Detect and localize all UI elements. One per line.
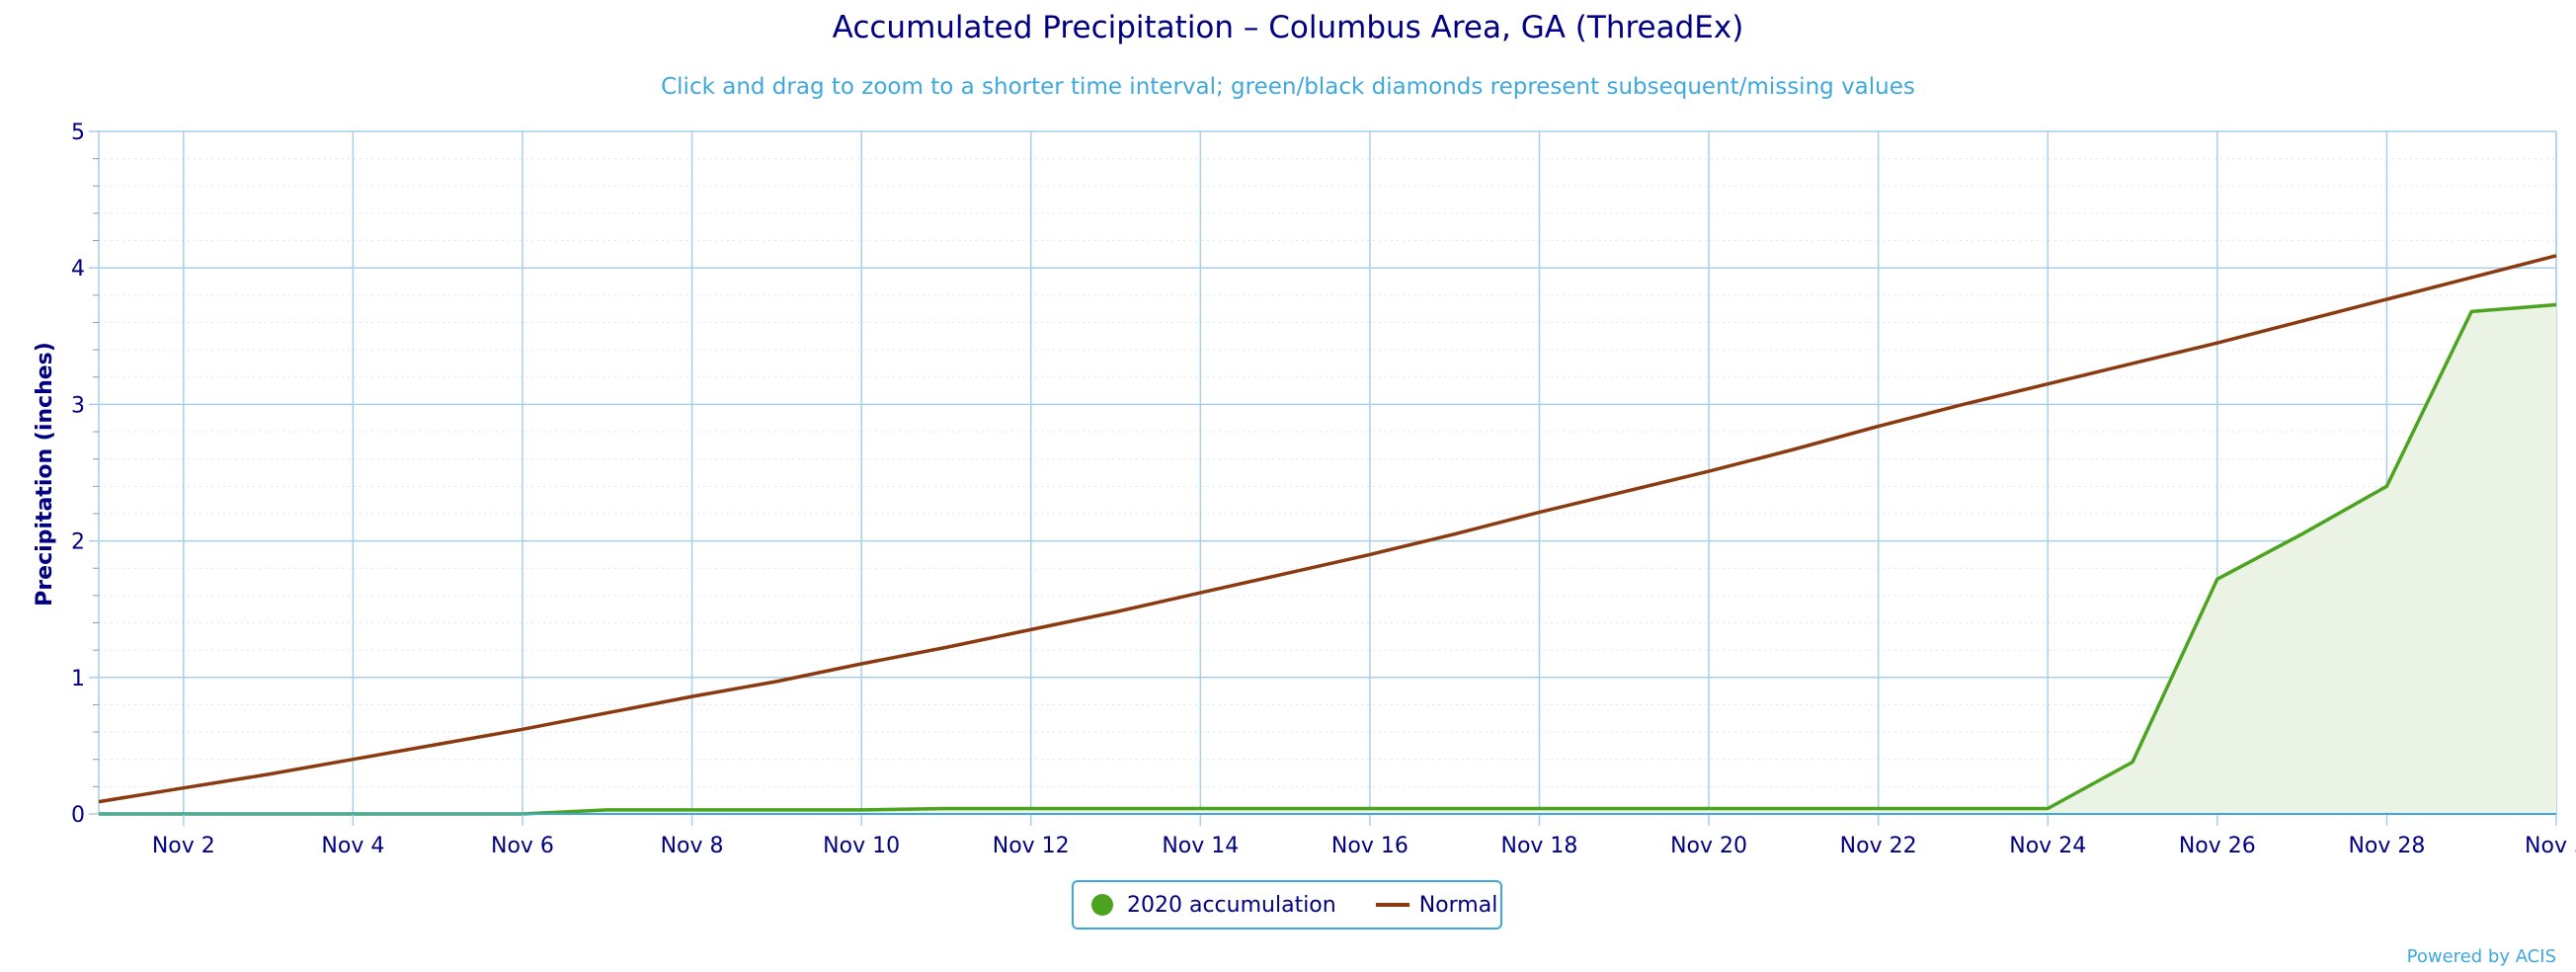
data-point <box>1537 511 1541 515</box>
x-tick-label: Nov 12 <box>993 834 1070 858</box>
data-point <box>1283 572 1287 576</box>
data-point <box>944 806 948 810</box>
x-tick-label: Nov 22 <box>1840 834 1917 858</box>
data-point <box>859 808 863 812</box>
x-tick-label: Nov 2 <box>152 834 215 858</box>
data-point <box>1792 447 1796 451</box>
chart-subtitle: Click and drag to zoom to a shorter time… <box>661 74 1915 100</box>
data-point <box>1707 806 1711 810</box>
powered-by-credit[interactable]: Powered by ACIS <box>2406 946 2556 967</box>
y-axis-label: Precipitation (inches) <box>33 342 57 607</box>
data-point <box>1877 806 1881 810</box>
data-point <box>1029 627 1033 631</box>
minor-gridlines <box>99 158 2556 787</box>
data-point <box>1792 806 1796 810</box>
x-tick-label: Nov 20 <box>1670 834 1747 858</box>
y-tick-label: 0 <box>71 803 85 828</box>
x-tick-label: Nov 14 <box>1162 834 1239 858</box>
data-point <box>859 662 863 666</box>
x-tick-label: Nov 24 <box>2009 834 2086 858</box>
data-point <box>2384 484 2388 488</box>
x-tick-label: Nov 6 <box>491 834 554 858</box>
data-point <box>2469 276 2473 280</box>
x-tick-label: Nov 18 <box>1501 834 1578 858</box>
y-tick-label: 3 <box>71 393 85 418</box>
data-point <box>2300 319 2304 323</box>
y-tick-label: 2 <box>71 530 85 555</box>
legend: 2020 accumulation Normal <box>1072 880 1502 930</box>
data-point <box>1198 591 1202 595</box>
data-point <box>521 727 524 731</box>
data-point <box>1453 532 1457 536</box>
data-point <box>1707 469 1711 473</box>
data-point <box>351 758 355 762</box>
x-tick-label: Nov 16 <box>1331 834 1409 858</box>
x-tick-label: Nov 4 <box>321 834 384 858</box>
legend-label-accumulation: 2020 accumulation <box>1127 892 1336 918</box>
data-point <box>1198 806 1202 810</box>
data-point <box>1961 402 1965 406</box>
data-point <box>2131 362 2134 365</box>
y-tick-label: 1 <box>71 667 85 691</box>
data-point <box>1029 806 1033 810</box>
data-point <box>2554 254 2558 258</box>
data-point <box>267 772 271 776</box>
data-point <box>1283 806 1287 810</box>
data-point <box>605 808 609 812</box>
data-point <box>2131 760 2134 764</box>
data-point <box>2046 382 2050 386</box>
data-point <box>1537 806 1541 810</box>
data-point <box>774 680 778 684</box>
legend-line-icon <box>1375 903 1409 907</box>
data-point <box>1368 806 1372 810</box>
legend-dot-icon <box>1091 894 1113 916</box>
data-point <box>774 808 778 812</box>
data-point <box>1877 425 1881 429</box>
data-point <box>2215 341 2219 345</box>
data-point <box>1453 806 1457 810</box>
data-point <box>690 808 694 812</box>
data-point <box>97 800 101 804</box>
chart-title: Accumulated Precipitation – Columbus Are… <box>832 10 1744 45</box>
data-point <box>182 786 186 790</box>
legend-item-accumulation[interactable]: 2020 accumulation <box>1091 893 1336 918</box>
data-point <box>2554 303 2558 307</box>
x-tick-label: Nov 28 <box>2348 834 2425 858</box>
data-point <box>2046 806 2050 810</box>
data-point <box>1114 806 1118 810</box>
data-point <box>944 645 948 649</box>
x-tick-label: Nov 10 <box>823 834 900 858</box>
data-point <box>1961 806 1965 810</box>
data-point <box>2469 309 2473 313</box>
data-point <box>1622 490 1626 494</box>
x-tick-label: Nov 26 <box>2179 834 2256 858</box>
x-tick-label: Nov 3 <box>2525 834 2576 858</box>
series-line-normal <box>98 254 2557 804</box>
data-point <box>2215 577 2219 581</box>
axes: 0 1 2 3 4 5 Nov 2 Nov 4 Nov 6 Nov 8 Nov 10 Nov 12 No… <box>71 121 2576 858</box>
legend-label-normal: Normal <box>1418 892 1498 918</box>
y-tick-label: 5 <box>71 121 85 145</box>
data-point <box>1114 609 1118 613</box>
data-point <box>690 694 694 698</box>
data-point <box>2384 297 2388 301</box>
data-point <box>436 743 440 747</box>
data-point <box>1622 806 1626 810</box>
x-tick-label: Nov 8 <box>661 834 724 858</box>
data-point <box>2300 532 2304 536</box>
series-area-accumulation <box>99 304 2556 814</box>
data-point <box>605 711 609 715</box>
legend-item-normal[interactable]: Normal <box>1375 892 1498 918</box>
y-tick-label: 4 <box>71 257 85 282</box>
data-point <box>1368 552 1372 556</box>
